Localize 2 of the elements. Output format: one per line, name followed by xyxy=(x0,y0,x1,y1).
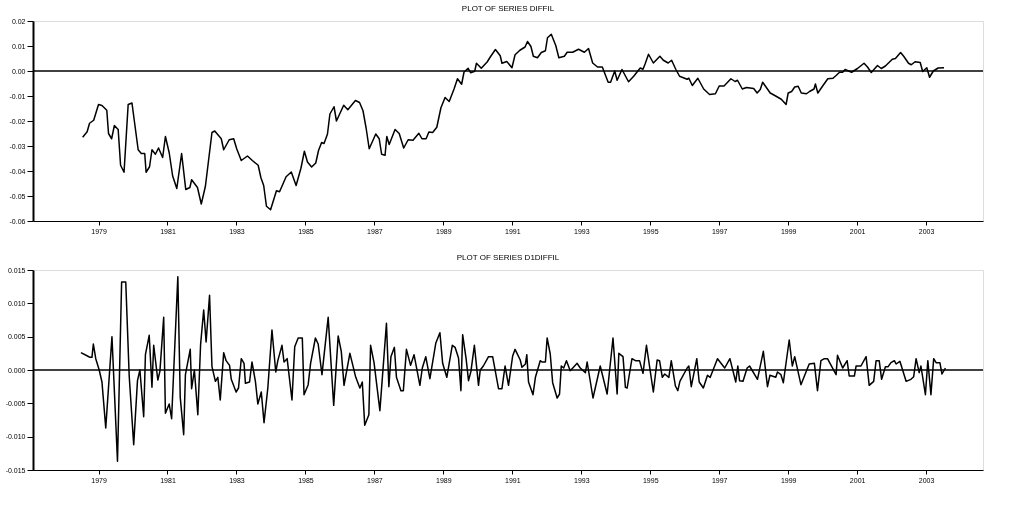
chart-title: PLOT OF SERIES D1DIFFIL xyxy=(456,253,560,262)
chart-title: PLOT OF SERIES DIFFIL xyxy=(461,4,555,13)
